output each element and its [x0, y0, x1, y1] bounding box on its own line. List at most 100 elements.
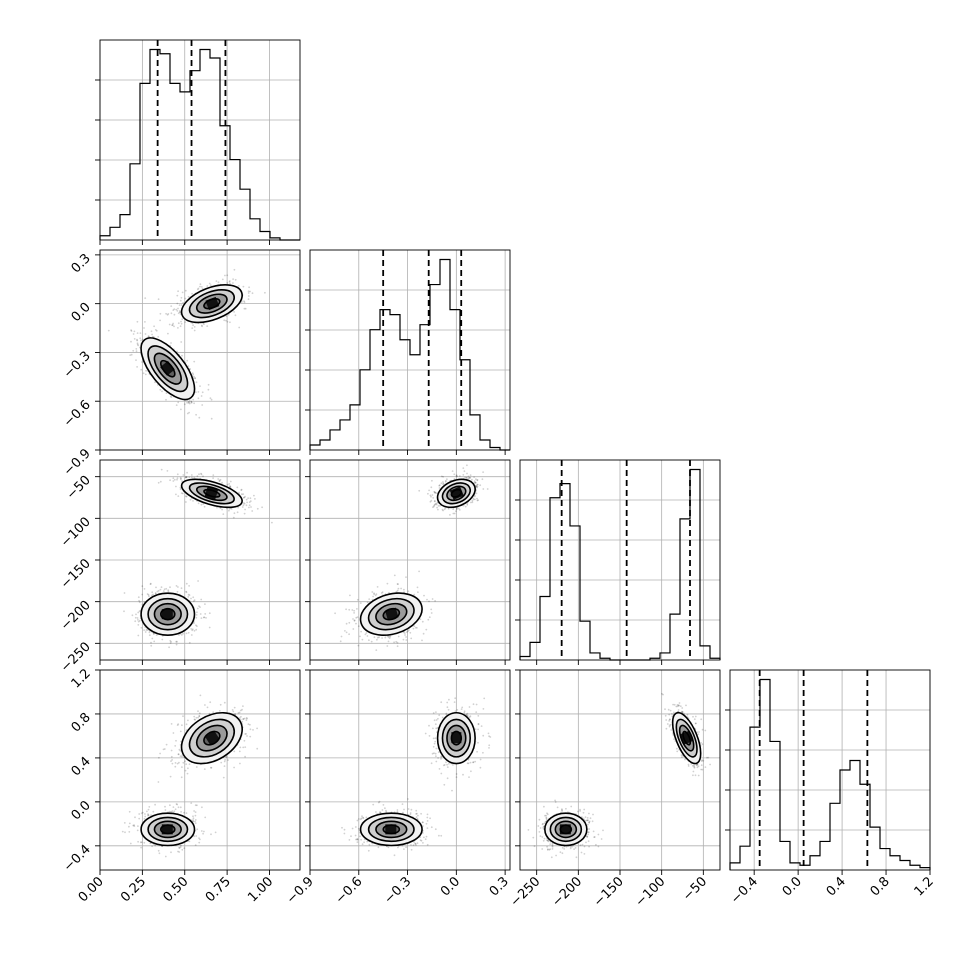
scatter-point: [204, 816, 207, 819]
scatter-point: [177, 586, 179, 588]
scatter-point: [188, 476, 191, 479]
scatter-point: [221, 508, 223, 511]
scatter-point: [170, 810, 172, 813]
histogram-grid-0: [95, 40, 300, 240]
scatter-point: [349, 594, 351, 597]
contour-line: [188, 288, 235, 319]
scatter-point: [130, 329, 132, 331]
scatter-point: [144, 815, 147, 818]
scatter-point: [140, 626, 143, 629]
scatter-point: [193, 599, 196, 601]
panel-content: [123, 468, 273, 649]
scatter-point: [136, 343, 139, 346]
scatter-point: [233, 311, 236, 313]
scatter-point: [159, 312, 162, 315]
scatter-point: [197, 502, 200, 505]
scatter-point: [184, 321, 187, 323]
scatter-point: [124, 831, 126, 834]
scatter-point: [178, 847, 181, 849]
scatter-point: [466, 472, 468, 475]
scatter-point: [193, 360, 196, 363]
scatter-point: [210, 398, 213, 401]
scatter-point: [165, 312, 167, 315]
scatter-point: [228, 508, 231, 510]
histogram-outline: [309, 258, 510, 451]
scatter-point: [248, 501, 251, 504]
contour-line: [436, 478, 476, 509]
scatter-point: [466, 464, 468, 467]
scatter-point: [159, 588, 162, 591]
scatter-point: [229, 485, 231, 488]
scatter-point: [209, 701, 212, 704]
scatter-point: [195, 391, 197, 394]
scatter-point: [197, 580, 199, 582]
scatter-point: [403, 588, 405, 591]
histogram-3: [729, 670, 931, 870]
scatter-point: [185, 495, 187, 498]
scatter-point: [185, 476, 188, 478]
scatter-point: [441, 508, 444, 511]
scatter-point: [175, 643, 178, 646]
scatter-point: [178, 761, 180, 764]
scatter-point: [174, 808, 177, 811]
scatter-point: [224, 274, 226, 277]
scatter-point: [141, 811, 144, 814]
scatter-point: [471, 499, 474, 502]
scatter-point: [193, 476, 196, 479]
scatter-point: [185, 590, 187, 593]
scatter-point: [173, 478, 176, 481]
scatter-point: [477, 499, 479, 501]
scatter-point: [475, 478, 477, 481]
scatter-point: [365, 632, 368, 634]
scatter-point: [169, 639, 172, 642]
scatter-point: [253, 494, 255, 497]
scatter-point: [396, 583, 399, 585]
scatter-point: [155, 586, 157, 589]
scatter-point: [177, 307, 179, 310]
scatter-point: [164, 809, 167, 811]
scatter-point: [250, 506, 252, 508]
scatter-point: [348, 633, 350, 636]
scatter-point: [175, 308, 178, 311]
scatter-point: [245, 504, 248, 507]
scatter-panel-0-3: [121, 694, 259, 858]
scatter-point: [368, 598, 371, 600]
scatter-point: [133, 338, 136, 340]
scatter-point: [192, 815, 194, 818]
scatter-point: [177, 850, 179, 853]
panel-content: [334, 464, 489, 651]
scatter-point: [188, 641, 191, 644]
scatter-point: [169, 479, 171, 482]
scatter-point: [190, 474, 193, 476]
scatter-point: [418, 570, 420, 573]
scatter-point: [188, 411, 190, 414]
scatter-point: [147, 814, 149, 817]
scatter-point: [193, 622, 195, 625]
scatter-point: [167, 313, 170, 315]
scatter-point: [479, 484, 482, 487]
scatter-point: [355, 616, 358, 619]
scatter-point: [353, 612, 355, 614]
scatter-point: [153, 640, 156, 643]
scatter-point: [195, 628, 198, 631]
scatter-point: [384, 636, 387, 639]
scatter-point: [154, 592, 157, 595]
scatter-point: [407, 590, 410, 593]
scatter-point: [226, 483, 229, 486]
scatter-point: [355, 622, 357, 625]
scatter-point: [137, 344, 140, 347]
scatter-point: [139, 841, 142, 844]
scatter-point: [180, 811, 182, 813]
scatter-point: [345, 631, 348, 634]
scatter-point: [182, 474, 185, 476]
scatter-point: [180, 587, 183, 590]
scatter-point: [183, 847, 186, 850]
scatter-point: [353, 609, 355, 612]
scatter-point: [464, 476, 466, 479]
scatter-point: [222, 513, 225, 515]
scatter-point: [472, 497, 474, 500]
scatter-point: [402, 638, 405, 641]
scatter-point: [197, 287, 200, 290]
scatter-point: [228, 509, 230, 512]
scatter-point: [428, 616, 431, 619]
